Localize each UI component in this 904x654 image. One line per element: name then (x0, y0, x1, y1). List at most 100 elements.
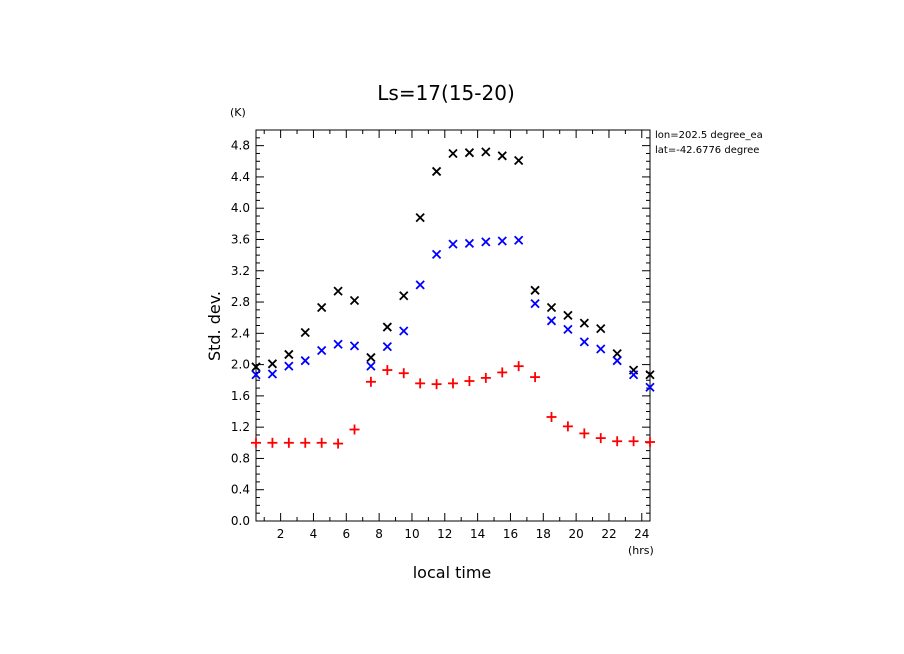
data-point (349, 295, 360, 306)
data-point (596, 323, 606, 334)
data-point (283, 437, 294, 448)
y-axis-label: Std. dev. (205, 291, 224, 361)
x-tick-label: 6 (342, 527, 350, 541)
data-point (415, 378, 426, 389)
x-tick-label: 4 (310, 527, 318, 541)
data-point (300, 327, 310, 338)
data-point (431, 379, 442, 390)
y-tick-label: 2.8 (231, 295, 250, 309)
data-point (317, 345, 327, 356)
annotation-lon: lon=202.5 degree_ea (655, 130, 763, 141)
x-tick-label: 24 (634, 527, 649, 541)
plot-frame (255, 129, 651, 522)
data-point (448, 378, 458, 389)
x-tick-label: 14 (470, 527, 485, 541)
x-axis-label: local time (413, 563, 492, 582)
data-point (267, 359, 278, 369)
data-point (464, 238, 475, 249)
y-tick-label: 3.6 (231, 232, 250, 246)
data-point (316, 437, 327, 448)
data-point (645, 382, 655, 392)
data-point (595, 433, 606, 444)
data-point (431, 249, 442, 259)
data-point (628, 370, 639, 380)
x-tick-label: 10 (404, 527, 419, 541)
y-unit-label: (K) (230, 106, 246, 119)
data-point (579, 428, 590, 439)
data-point (612, 436, 623, 447)
data-point (448, 239, 458, 249)
data-point (382, 322, 392, 332)
data-point (628, 436, 639, 447)
data-point (546, 316, 557, 326)
data-point (333, 339, 343, 349)
y-tick-label: 4.4 (231, 170, 250, 184)
data-point (333, 286, 343, 296)
data-point (596, 344, 606, 354)
data-point (612, 349, 622, 359)
x-tick-label: 8 (375, 527, 383, 541)
data-point (563, 310, 573, 320)
y-tick-label: 1.2 (231, 420, 250, 434)
x-unit-label: (hrs) (628, 544, 654, 557)
data-point (399, 291, 409, 301)
data-point (645, 370, 655, 380)
data-point (612, 356, 622, 366)
y-tick-label: 0.8 (231, 451, 250, 465)
data-point (579, 318, 589, 328)
y-tick-label: 4.0 (231, 201, 250, 215)
x-tick-label: 16 (503, 527, 518, 541)
data-point (284, 349, 294, 360)
data-point (267, 437, 278, 448)
x-tick-label: 12 (437, 527, 452, 541)
data-point (448, 148, 458, 159)
data-point (563, 324, 573, 335)
data-point (645, 437, 655, 448)
data-point (481, 147, 491, 157)
data-point (365, 376, 376, 387)
data-point (284, 361, 294, 371)
data-point (530, 285, 540, 295)
x-tick-label: 2 (277, 527, 285, 541)
y-tick-label: 1.6 (231, 389, 250, 403)
x-tick-label: 22 (601, 527, 616, 541)
data-point (415, 212, 425, 223)
data-point (530, 298, 540, 309)
data-point (497, 367, 508, 378)
data-point (300, 356, 310, 366)
data-point (251, 362, 261, 372)
axis-ticks: 2 4 6 8 10 12 14 16 18 20 22 240.00.40.81.21.62.02.… (231, 129, 650, 541)
data-point (562, 421, 573, 432)
data-point (481, 237, 491, 247)
data-point (300, 437, 311, 448)
data-point (251, 437, 261, 448)
data-point (464, 148, 475, 158)
data-point (349, 424, 360, 435)
y-tick-label: 0.4 (231, 483, 250, 497)
data-point (415, 280, 425, 290)
data-point (366, 352, 376, 363)
data-point (480, 372, 491, 383)
data-point (431, 166, 442, 177)
y-tick-label: 0.0 (231, 514, 250, 528)
x-tick-label: 18 (536, 527, 551, 541)
y-tick-label: 2.4 (231, 326, 250, 340)
data-point (513, 361, 524, 372)
data-point (349, 341, 360, 351)
y-tick-label: 4.8 (231, 139, 250, 153)
data-point (514, 235, 524, 245)
data-point (514, 155, 524, 166)
data-point (251, 370, 261, 380)
chart-title: Ls=17(15-20) (377, 81, 515, 105)
annotation-lat: lat=-42.6776 degree (655, 145, 759, 156)
data-point (399, 326, 409, 336)
data-point (267, 369, 278, 379)
x-tick-label: 20 (568, 527, 583, 541)
data-point (398, 368, 409, 379)
data-point (530, 372, 541, 383)
y-tick-label: 2.0 (231, 358, 250, 372)
data-points (251, 147, 655, 449)
data-point (366, 361, 376, 371)
data-point (382, 341, 392, 352)
